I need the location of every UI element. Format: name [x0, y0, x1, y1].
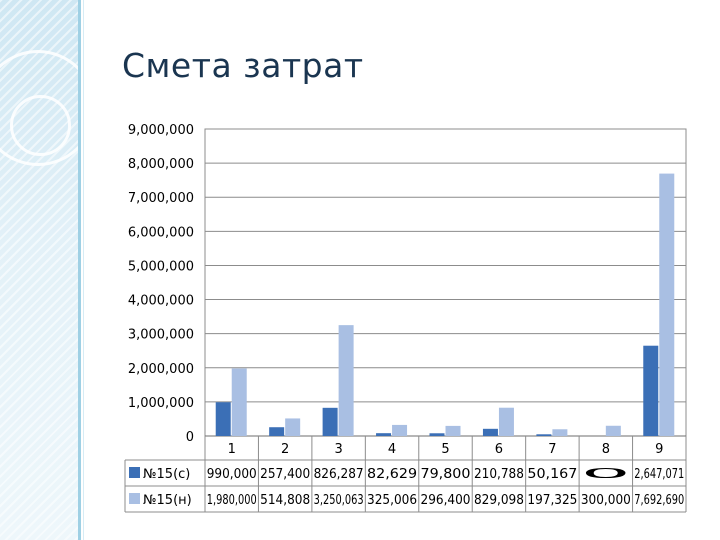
band-ring-large [0, 50, 78, 166]
data-table-value: 2,647,071 [634, 467, 684, 482]
band-ring-small [10, 95, 71, 156]
x-tick-label: 5 [441, 442, 449, 457]
y-tick-label: 5,000,000 [128, 259, 194, 274]
y-tick-label: 4,000,000 [128, 294, 194, 309]
y-tick-label: 1,000,000 [128, 396, 194, 411]
bar [445, 425, 461, 436]
data-table-value: 82,629 [367, 467, 417, 482]
series-name: №15(н) [143, 493, 192, 508]
data-table-value: 990,000 [207, 467, 257, 482]
data-table-value: 325,006 [367, 493, 417, 508]
data-table-value: 3,250,063 [314, 493, 364, 508]
y-tick-label: 3,000,000 [128, 328, 194, 343]
bar [269, 427, 285, 436]
x-tick-label: 8 [602, 442, 610, 457]
y-tick-label: 9,000,000 [128, 123, 194, 138]
x-tick-label: 4 [388, 442, 396, 457]
y-tick-label: 7,000,000 [128, 191, 194, 206]
data-table-value: 50,167 [527, 467, 577, 482]
bar [215, 402, 231, 436]
data-table-value: 257,400 [260, 467, 310, 482]
bar [322, 407, 338, 436]
y-tick-label: 8,000,000 [128, 157, 194, 172]
series-name: №15(с) [143, 467, 190, 482]
bar [552, 429, 568, 436]
data-table-value: 210,788 [474, 467, 524, 482]
bar [643, 345, 659, 436]
data-table-value: 300,000 [581, 493, 631, 508]
data-table-value: 197,325 [527, 493, 577, 508]
bar [498, 407, 514, 436]
legend-key [129, 467, 140, 478]
x-tick-label: 7 [548, 442, 556, 457]
legend-key [129, 493, 140, 504]
slide-title: Смета затрат [122, 46, 364, 85]
band-edge-line [78, 0, 81, 540]
data-table-value: 514,808 [260, 493, 310, 508]
x-tick-label: 2 [281, 442, 289, 457]
bar [376, 433, 392, 436]
y-tick-label: 0 [186, 430, 194, 445]
y-tick-label: 2,000,000 [128, 362, 194, 377]
data-table-value: 79,800 [421, 467, 471, 482]
x-tick-label: 3 [334, 442, 342, 457]
bar [536, 434, 552, 436]
bar [231, 368, 247, 436]
data-table-value: 0 [581, 467, 631, 482]
x-tick-label: 1 [228, 442, 236, 457]
plot-area-border [204, 128, 687, 437]
bar [429, 433, 445, 436]
x-tick-label: 6 [495, 442, 503, 457]
decorative-side-band [0, 0, 78, 540]
bar [338, 325, 354, 436]
data-table-value: 296,400 [421, 493, 471, 508]
bar [285, 418, 301, 436]
data-table-value: 7,692,690 [634, 493, 684, 508]
data-table-value: 826,287 [314, 467, 364, 482]
bar [482, 428, 498, 436]
y-tick-label: 6,000,000 [128, 225, 194, 240]
bar [605, 425, 621, 436]
x-tick-label: 9 [655, 442, 663, 457]
bar [392, 424, 408, 436]
bar [659, 173, 675, 436]
data-table-value: 829,098 [474, 493, 524, 508]
data-table-value: 1,980,000 [207, 493, 257, 508]
band-edge-line-thin [83, 0, 84, 540]
